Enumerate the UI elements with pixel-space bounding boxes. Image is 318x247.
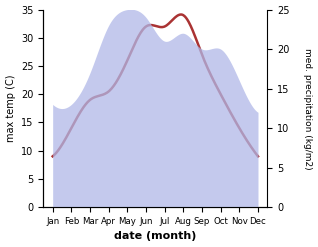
Y-axis label: med. precipitation (kg/m2): med. precipitation (kg/m2): [303, 48, 313, 169]
X-axis label: date (month): date (month): [114, 231, 197, 242]
Y-axis label: max temp (C): max temp (C): [5, 75, 16, 142]
